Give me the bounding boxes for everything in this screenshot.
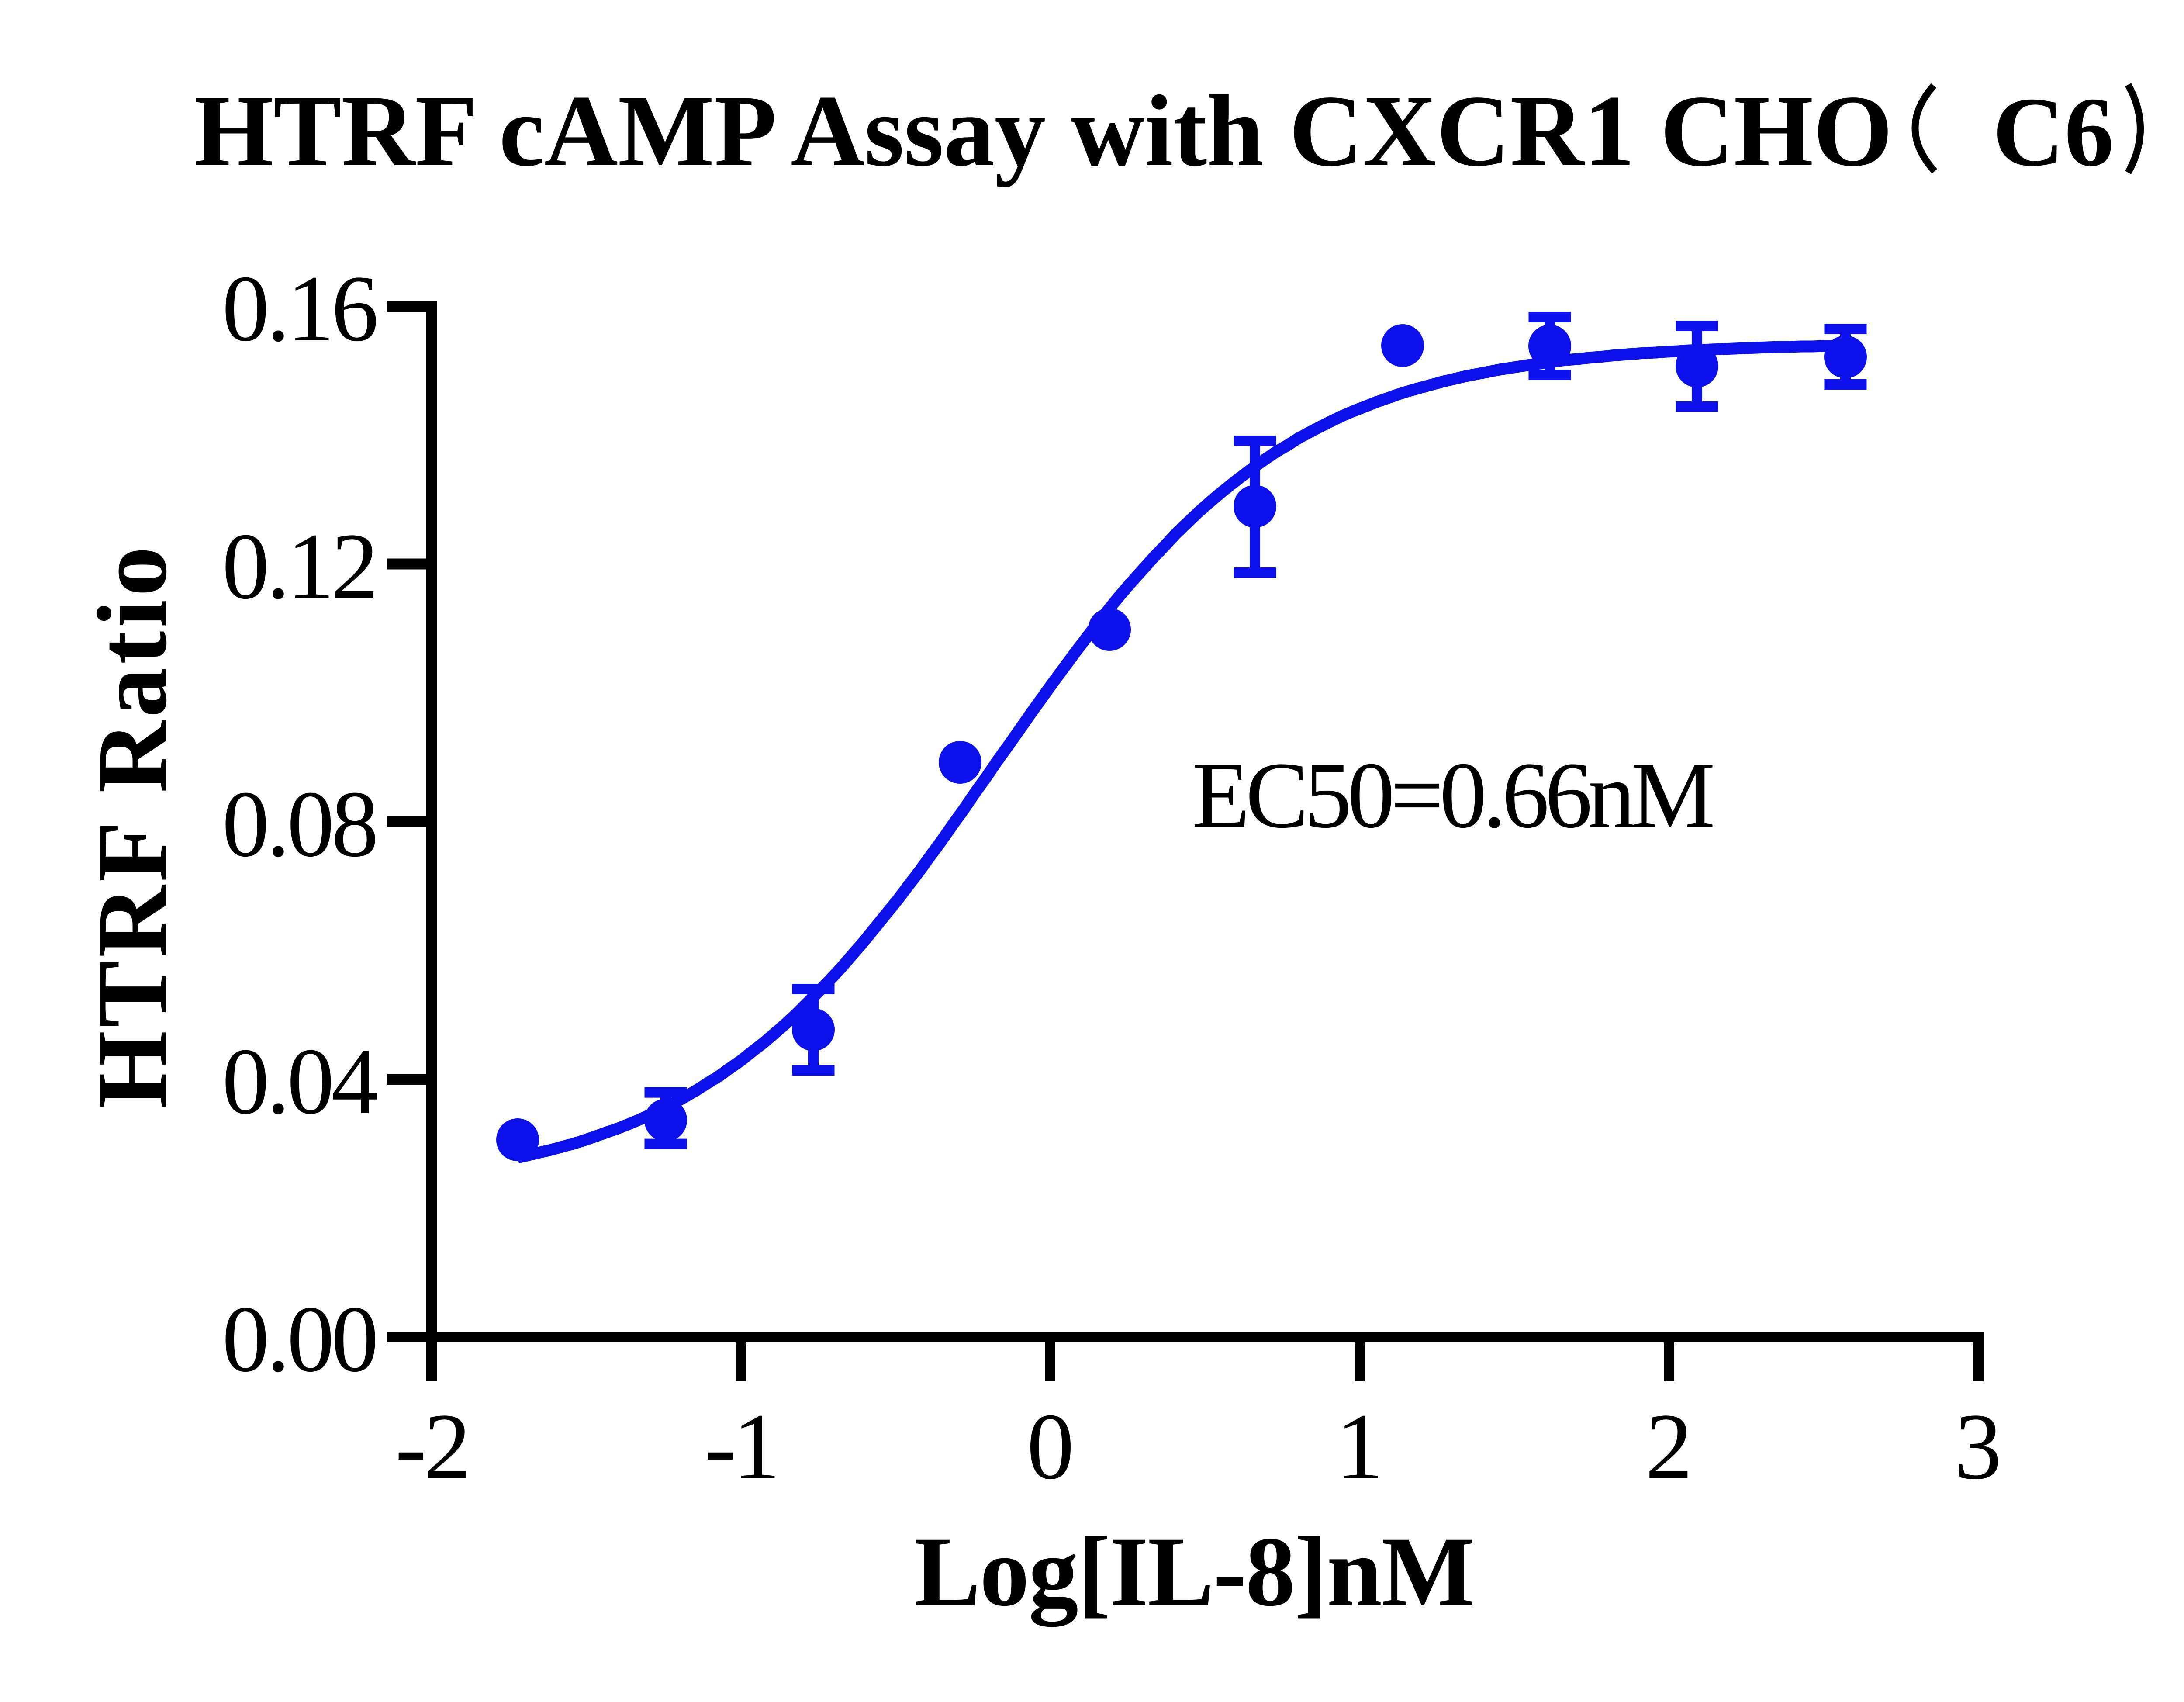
svg-text:0.16: 0.16 — [222, 256, 376, 361]
svg-text:0.12: 0.12 — [222, 514, 376, 619]
svg-text:0.04: 0.04 — [222, 1029, 377, 1134]
svg-text:-2: -2 — [395, 1394, 468, 1499]
svg-text:2: 2 — [1645, 1394, 1693, 1499]
svg-text:HTRF Ratio: HTRF Ratio — [77, 543, 187, 1108]
svg-text:3: 3 — [1955, 1394, 2002, 1499]
svg-text:HTRF cAMP Assay with CXCR1 CHO: HTRF cAMP Assay with CXCR1 CHO — [194, 74, 1893, 187]
svg-text:0.00: 0.00 — [222, 1287, 376, 1391]
svg-text:C6: C6 — [1993, 77, 2114, 187]
svg-text:EC50=0.66nM: EC50=0.66nM — [1192, 743, 1713, 848]
svg-text:-1: -1 — [705, 1394, 778, 1499]
svg-text:1: 1 — [1336, 1394, 1384, 1499]
svg-text:0: 0 — [1027, 1394, 1075, 1499]
svg-text:Log[IL-8]nM: Log[IL-8]nM — [914, 1517, 1475, 1627]
svg-text:0.08: 0.08 — [222, 771, 376, 876]
